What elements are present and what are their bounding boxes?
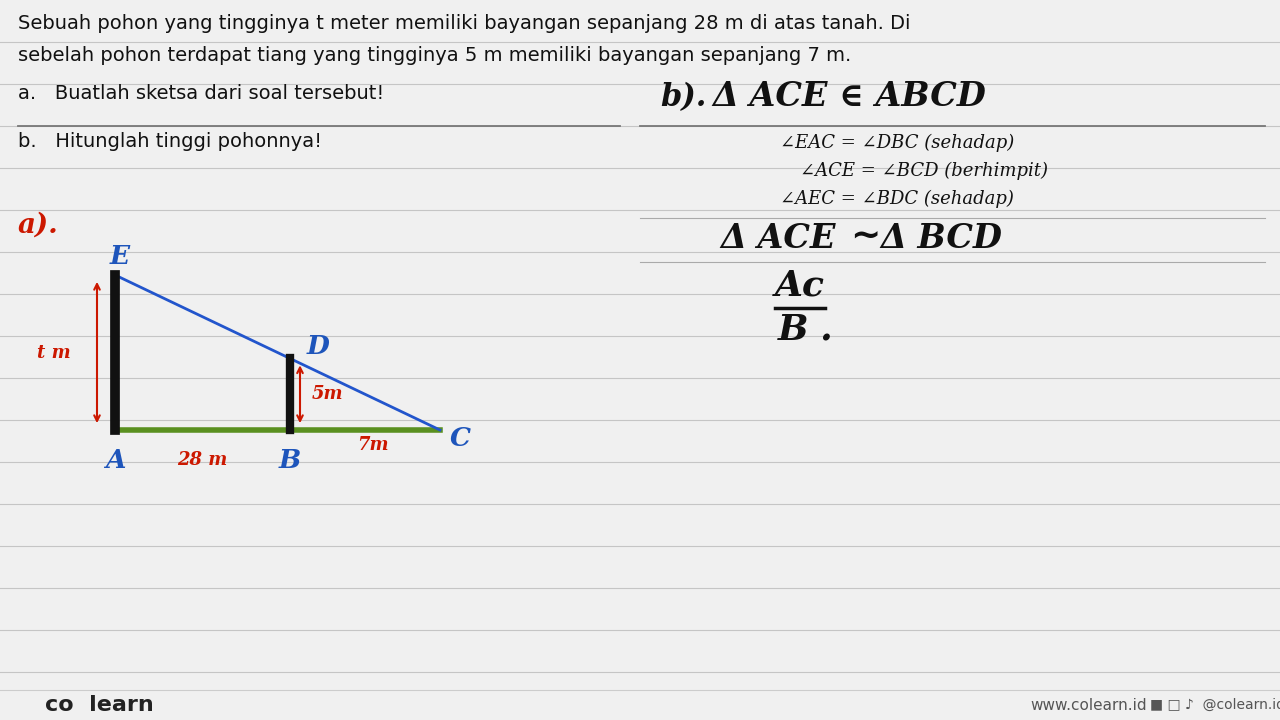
Text: a).: a). — [18, 212, 59, 239]
Text: Δ ACE ∈ ABCD: Δ ACE ∈ ABCD — [712, 80, 986, 113]
Text: b).: b). — [660, 82, 707, 113]
Text: C: C — [449, 426, 471, 451]
Text: ■ □ ♪  @colearn.id: ■ □ ♪ @colearn.id — [1149, 698, 1280, 712]
Text: Ac: Ac — [774, 268, 826, 302]
Text: B: B — [279, 448, 301, 472]
Text: co  learn: co learn — [45, 695, 154, 715]
Text: t m: t m — [37, 343, 70, 361]
Text: A: A — [105, 448, 125, 472]
Text: Δ ACE: Δ ACE — [719, 222, 836, 255]
Text: sebelah pohon terdapat tiang yang tingginya 5 m memiliki bayangan sepanjang 7 m.: sebelah pohon terdapat tiang yang tinggi… — [18, 46, 851, 65]
Text: 5m: 5m — [312, 385, 343, 403]
Text: ∼: ∼ — [850, 220, 881, 254]
Text: ∠ACE = ∠BCD (berhimpit): ∠ACE = ∠BCD (berhimpit) — [800, 162, 1048, 180]
Text: a.   Buatlah sketsa dari soal tersebut!: a. Buatlah sketsa dari soal tersebut! — [18, 84, 384, 103]
Text: 7m: 7m — [357, 436, 389, 454]
Text: E: E — [110, 245, 131, 269]
Text: 28 m: 28 m — [178, 451, 228, 469]
Text: Sebuah pohon yang tingginya t meter memiliki bayangan sepanjang 28 m di atas tan: Sebuah pohon yang tingginya t meter memi… — [18, 14, 910, 33]
Text: B .: B . — [778, 312, 833, 346]
Text: Δ BCD: Δ BCD — [881, 222, 1002, 255]
Text: www.colearn.id: www.colearn.id — [1030, 698, 1147, 713]
Text: b.   Hitunglah tinggi pohonnya!: b. Hitunglah tinggi pohonnya! — [18, 132, 323, 151]
Text: ∠AEC = ∠BDC (sehadap): ∠AEC = ∠BDC (sehadap) — [780, 190, 1014, 208]
Text: ∠EAC = ∠DBC (sehadap): ∠EAC = ∠DBC (sehadap) — [780, 134, 1014, 152]
Text: D: D — [307, 334, 329, 359]
